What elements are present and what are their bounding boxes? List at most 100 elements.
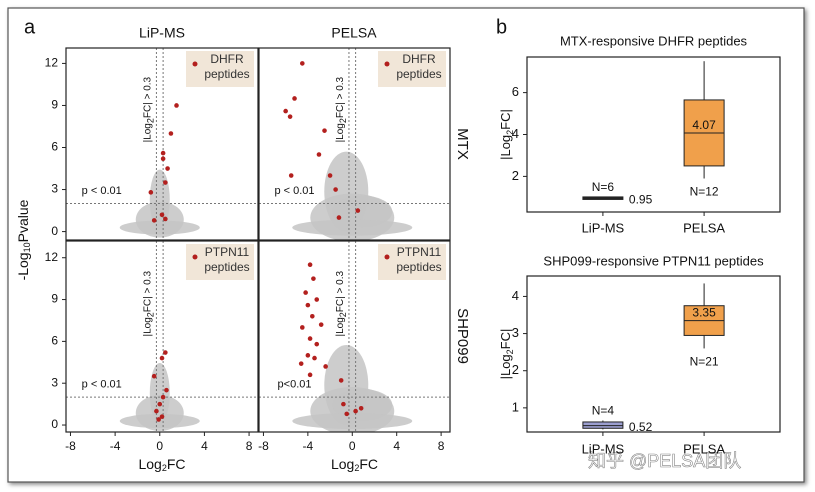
y-tick-label: 2 [512,168,519,183]
point [159,212,165,218]
point [160,150,166,156]
annotation: |Log2FC| > 0.3 [335,76,349,142]
point [303,290,308,295]
y-axis-label: |Log2FC| [498,329,515,380]
x-tick-label: LiP-MS [582,441,625,456]
point [300,61,305,66]
box [582,421,624,429]
point [305,353,311,358]
annotation-part: |Log [335,123,346,142]
point [151,373,157,379]
y-axis-label-part: FC| [498,109,513,130]
point [323,364,328,369]
point [154,408,159,414]
x-axis-label-part: 2 [354,463,359,473]
y-tick-label: 4 [512,288,519,303]
point [165,166,170,171]
annotation-part: FC| > 0.3 [335,76,346,118]
point [174,103,179,108]
plot-border [258,240,451,433]
plot-area [66,48,258,240]
x-tick-label: -8 [65,439,76,453]
median-label: 0.52 [629,420,653,434]
background-cloud [119,220,200,235]
point [307,262,313,268]
chart-title: SHP099-responsive PTPN11 peptides [543,253,764,268]
plot-area [259,241,450,432]
point [160,394,166,400]
annotation-part: 2 [146,312,156,317]
y-tick-label: 6 [51,140,58,154]
point [336,215,342,220]
n-label: N=4 [592,404,615,418]
legend-label: PTPN11 peptides [396,245,442,274]
point [314,341,320,347]
row-title: MTX [454,128,471,160]
point [310,313,315,319]
y-tick-label: 2 [512,362,519,377]
x-tick-label: PELSA [683,441,725,456]
legend-box [378,51,446,87]
y-tick-label: 4 [512,126,519,141]
y-tick-label: 9 [51,98,58,112]
column-title: PELSA [331,25,377,41]
y-axis-label: -Log10Pvalue [15,199,33,280]
legend-marker [384,61,390,67]
y-axis-label-part: 2 [505,130,515,135]
background-cloud [292,219,413,236]
plot-area [259,48,450,240]
x-tick-label: 8 [246,439,253,453]
x-tick-label: PELSA [683,220,725,235]
point [305,302,311,308]
annotation-part: |Log [142,123,153,142]
point [164,387,169,393]
n-label: N=6 [592,180,615,194]
point [333,187,338,192]
point [163,180,168,185]
point [307,336,313,341]
point [283,108,288,114]
legend-box [186,244,254,280]
y-axis-label: |Log2FC| [498,109,515,160]
legend: DHFR peptides [396,52,441,81]
legend-marker [384,254,390,260]
point [298,361,304,366]
point [292,96,297,101]
point [322,128,327,133]
y-axis-label-part: FC| [498,329,513,350]
x-tick-label: -8 [258,439,269,453]
point [307,372,313,378]
y-tick-label: 0 [51,224,58,238]
y-tick-label: 12 [45,56,59,70]
x-tick-label: 8 [438,439,445,453]
annotation-part: 2 [146,118,156,123]
point [287,114,293,119]
y-tick-label: 3 [51,375,58,389]
annotation: |Log2FC| > 0.3 [142,271,156,337]
plot-border [258,47,451,241]
point [314,297,320,302]
annotation: |Log2FC| > 0.3 [335,271,349,337]
point [156,417,161,422]
x-axis-label: Log2FC [331,456,378,474]
annotation: p<0.01 [278,379,312,391]
point [338,378,344,383]
point [318,322,324,327]
x-tick-label: 4 [201,439,208,453]
annotation: p < 0.01 [274,185,314,197]
n-label: N=21 [690,355,719,369]
annotation-part: 2 [338,312,348,317]
plot-border [65,47,259,241]
y-tick-label: 9 [51,292,58,306]
point [160,156,166,162]
legend-label: PTPN11 peptides [204,245,250,274]
annotation: |Log2FC| > 0.3 [142,76,156,142]
panel-label: a [24,16,36,38]
point [353,408,358,414]
watermark: 知乎 @PELSA团队 [588,451,741,471]
x-tick-label: 0 [349,439,356,453]
y-tick-label: 3 [51,182,58,196]
legend: PTPN11 peptides [396,245,442,274]
x-tick-label: 4 [393,439,400,453]
